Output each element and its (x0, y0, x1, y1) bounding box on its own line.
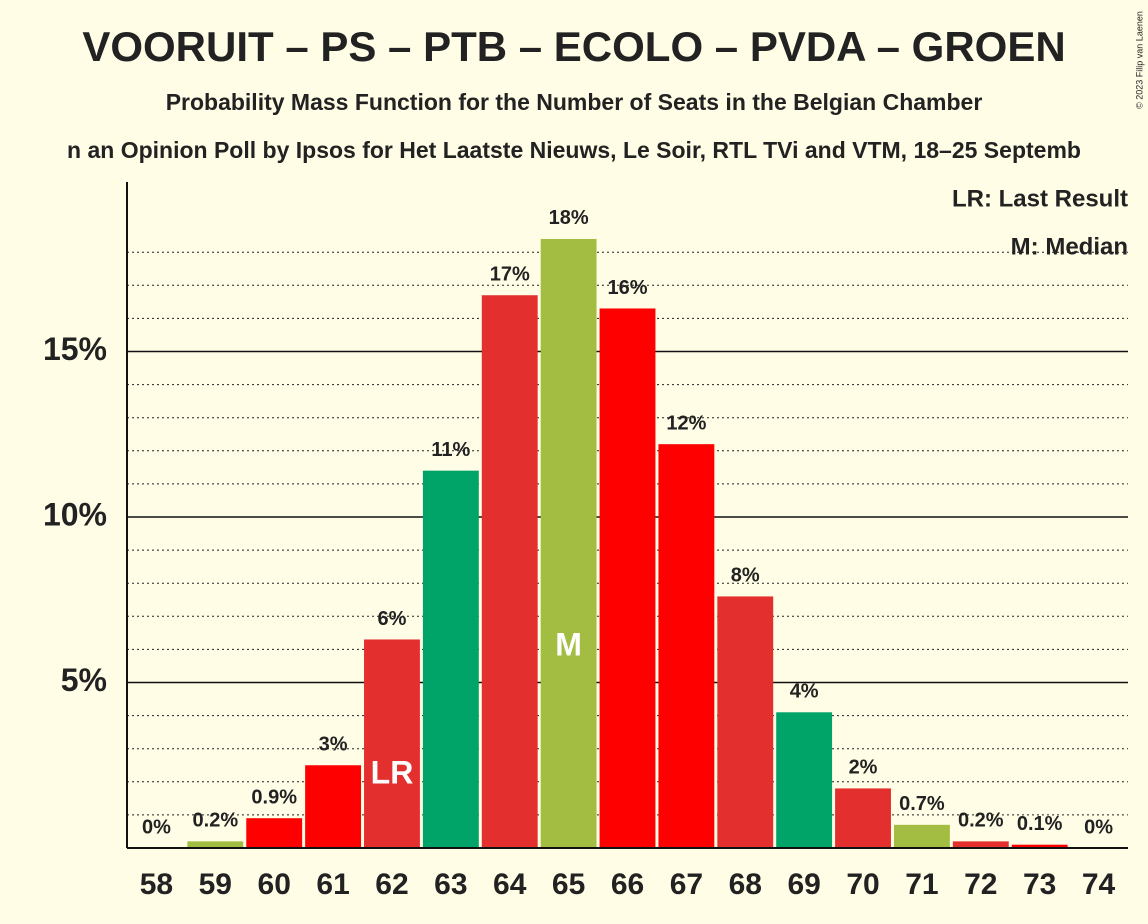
bar (187, 841, 244, 848)
bar (364, 639, 420, 848)
chart-subtitle: Probability Mass Function for the Number… (166, 89, 983, 115)
x-tick-label: 61 (316, 868, 349, 901)
bar (305, 765, 362, 848)
bar (599, 308, 656, 849)
x-tick-label: 60 (258, 868, 291, 901)
bar (952, 841, 1009, 848)
value-label: 18% (549, 207, 589, 229)
value-label: 11% (431, 439, 470, 461)
value-label: 4% (790, 681, 819, 703)
y-tick-label: 10% (43, 496, 107, 532)
value-label: 3% (319, 734, 348, 756)
value-label: 0.1% (1017, 813, 1063, 835)
x-tick-label: 64 (493, 868, 527, 901)
x-tick-label: 70 (846, 868, 879, 901)
x-tick-label: 66 (611, 868, 644, 901)
value-label: 0% (1084, 816, 1113, 838)
value-label: 8% (731, 565, 760, 587)
value-label: 2% (849, 757, 878, 779)
bar (1011, 844, 1068, 848)
value-label: 0% (142, 816, 171, 838)
value-label: 0.2% (958, 810, 1004, 832)
y-tick-label: 15% (43, 331, 107, 367)
bar (481, 295, 538, 849)
bar (776, 712, 833, 848)
x-tick-label: 62 (375, 868, 408, 901)
chart-caption: n an Opinion Poll by Ipsos for Het Laats… (67, 137, 1081, 163)
bar (893, 824, 950, 848)
value-label: 17% (490, 264, 530, 286)
x-tick-label: 73 (1023, 868, 1056, 901)
value-label: 12% (666, 412, 706, 434)
value-label: 6% (378, 608, 407, 630)
legend-entry: M: Median (1011, 233, 1128, 260)
x-tick-label: 72 (964, 868, 997, 901)
bar (835, 788, 891, 848)
x-tick-label: 74 (1082, 868, 1116, 901)
x-tick-label: 67 (670, 868, 703, 901)
median-marker: M (555, 626, 582, 662)
copyright: © 2023 Filip van Laenen (1134, 11, 1144, 109)
value-label: 0.7% (899, 793, 945, 815)
bar (658, 444, 715, 848)
x-tick-label: 69 (787, 868, 820, 901)
x-tick-label: 58 (140, 868, 173, 901)
bar (246, 818, 303, 848)
x-tick-label: 68 (729, 868, 762, 901)
chart-title: VOORUIT – PS – PTB – ECOLO – PVDA – GROE… (82, 23, 1065, 70)
bar (540, 238, 597, 848)
y-tick-label: 5% (61, 662, 107, 698)
lr-marker: LR (371, 754, 414, 790)
value-label: 0.2% (193, 810, 239, 832)
x-tick-label: 59 (199, 868, 232, 901)
value-label: 0.9% (251, 786, 297, 808)
bar (717, 596, 774, 848)
x-tick-label: 65 (552, 868, 585, 901)
x-tick-label: 63 (434, 868, 467, 901)
value-label: 16% (607, 277, 647, 299)
x-tick-label: 71 (905, 868, 938, 901)
bar (422, 470, 479, 848)
legend-entry: LR: Last Result (952, 185, 1128, 212)
